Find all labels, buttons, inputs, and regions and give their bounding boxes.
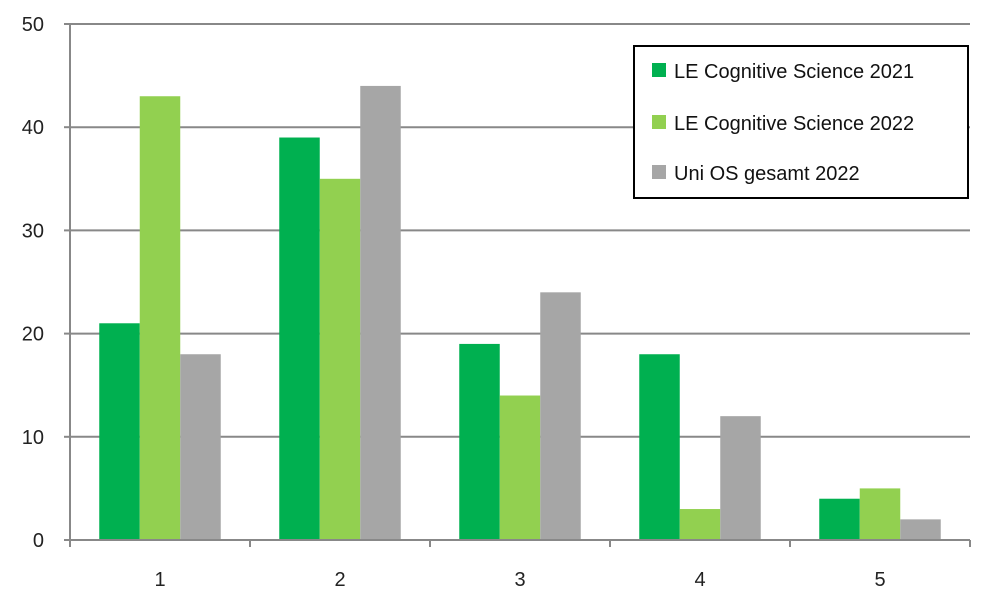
y-tick-label: 0 xyxy=(33,530,44,552)
bar-series2-cat2 xyxy=(360,85,401,541)
bar-series0-cat2 xyxy=(279,137,320,540)
bar-series1-cat5 xyxy=(859,488,901,540)
legend-label-2: Uni OS gesamt 2022 xyxy=(674,163,860,185)
legend-label-0: LE Cognitive Science 2021 xyxy=(674,61,914,83)
bar-series1-cat4 xyxy=(679,509,721,540)
y-axis-tick-labels: 0 10 20 30 40 50 xyxy=(22,14,70,552)
legend-box xyxy=(633,45,969,199)
legend-swatch-2 xyxy=(652,165,666,179)
x-axis-tick-labels: 1 2 3 4 5 xyxy=(154,569,885,590)
bars xyxy=(99,85,941,541)
bar-series0-cat3 xyxy=(459,343,500,540)
x-tick-label: 2 xyxy=(334,569,345,590)
bar-series0-cat5 xyxy=(819,498,860,540)
legend-label-1: LE Cognitive Science 2022 xyxy=(674,113,914,135)
legend-swatch-1 xyxy=(652,115,666,129)
bar-series2-cat1 xyxy=(180,354,221,540)
bar-series2-cat5 xyxy=(900,519,941,540)
x-tick-label: 3 xyxy=(514,569,525,590)
x-tick-label: 1 xyxy=(154,569,165,590)
bar-series1-cat1 xyxy=(139,96,181,541)
bar-series2-cat3 xyxy=(540,292,581,540)
axes xyxy=(69,24,971,547)
y-tick-label: 40 xyxy=(22,117,44,139)
y-tick-label: 30 xyxy=(22,220,44,242)
legend-swatch-0 xyxy=(652,63,666,77)
bar-series1-cat2 xyxy=(319,178,361,541)
x-tick-label: 4 xyxy=(694,569,705,590)
bar-series0-cat4 xyxy=(639,354,680,540)
y-tick-label: 50 xyxy=(22,14,44,36)
y-tick-label: 20 xyxy=(22,324,44,346)
bar-series2-cat4 xyxy=(720,416,761,540)
bar-series1-cat3 xyxy=(499,395,541,540)
legend: LE Cognitive Science 2021 LE Cognitive S… xyxy=(633,45,969,199)
x-tick-label: 5 xyxy=(874,569,885,590)
bar-series0-cat1 xyxy=(99,323,140,540)
y-tick-label: 10 xyxy=(22,427,44,449)
